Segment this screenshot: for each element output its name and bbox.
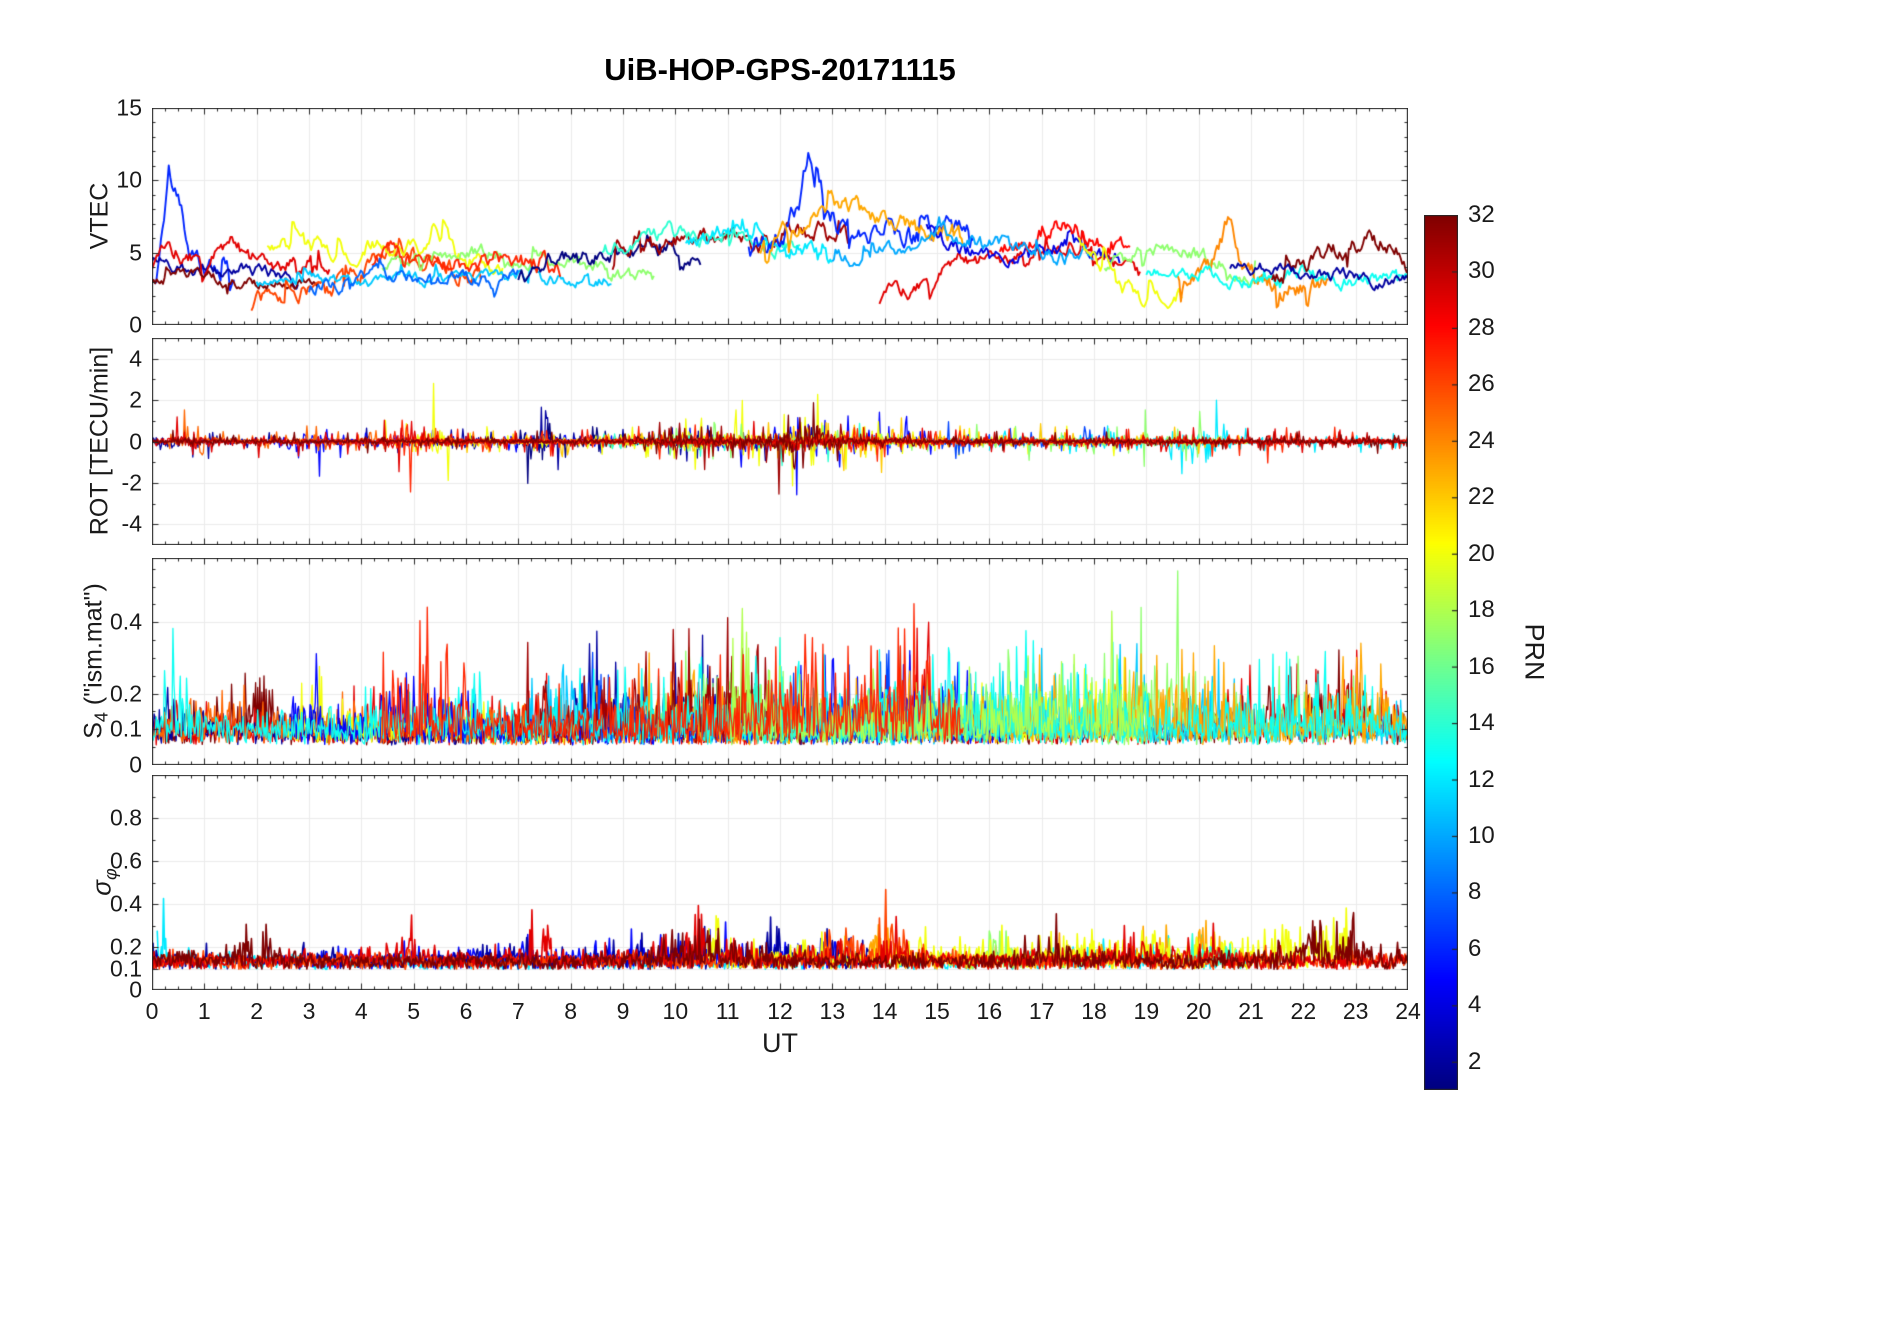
x-tick-label: 24 bbox=[1395, 998, 1421, 1024]
y-tick-label: 10 bbox=[116, 166, 142, 193]
colorbar-tick-label: 16 bbox=[1468, 652, 1495, 680]
y-tick-label: 0.8 bbox=[110, 804, 142, 831]
x-tick-label: 18 bbox=[1081, 998, 1107, 1024]
y-tick-label: 5 bbox=[129, 239, 142, 266]
x-tick-label: 15 bbox=[924, 998, 950, 1024]
x-tick-label: 17 bbox=[1028, 998, 1055, 1024]
y-tick-label: 0.1 bbox=[110, 715, 142, 742]
colorbar-tick-label: 28 bbox=[1468, 313, 1495, 341]
colorbar-tick-label: 24 bbox=[1468, 426, 1495, 454]
colorbar-tick-label: 10 bbox=[1468, 821, 1495, 849]
y-tick-label: 0 bbox=[129, 428, 142, 454]
y-tick-label: 0 bbox=[129, 976, 142, 1003]
x-tick-label: 3 bbox=[302, 998, 316, 1024]
colorbar-tick-label: 22 bbox=[1468, 483, 1495, 511]
prn-colorbar-canvas bbox=[1424, 215, 1458, 1090]
y-tick-label: 0.4 bbox=[110, 890, 142, 917]
x-tick-label: 8 bbox=[564, 998, 578, 1024]
x-tick-label: 5 bbox=[407, 998, 421, 1024]
y-tick-label: 15 bbox=[116, 94, 142, 121]
x-tick-label: 22 bbox=[1290, 998, 1317, 1024]
y-tick-label: 0 bbox=[129, 751, 142, 778]
chart-title: UiB-HOP-GPS-20171115 bbox=[604, 52, 956, 87]
x-tick-label: 0 bbox=[145, 998, 159, 1024]
colorbar-tick-label: 26 bbox=[1468, 370, 1495, 398]
x-tick-label: 6 bbox=[459, 998, 473, 1024]
y-tick-label: 0.1 bbox=[110, 955, 142, 981]
x-tick-label: 12 bbox=[767, 998, 793, 1024]
x-tick-label: 10 bbox=[662, 998, 689, 1024]
y-tick-label: 0.4 bbox=[110, 608, 142, 635]
y-tick-label: 4 bbox=[129, 345, 142, 372]
x-tick-label: 7 bbox=[511, 998, 525, 1024]
y-tick-label: 0 bbox=[129, 311, 142, 338]
colorbar-tick-label: 2 bbox=[1468, 1047, 1482, 1075]
y-tick-label: 2 bbox=[129, 386, 142, 413]
y-tick-label: 0.2 bbox=[110, 680, 142, 707]
x-tick-label: 21 bbox=[1238, 998, 1264, 1024]
y-tick-label: 0.2 bbox=[110, 933, 142, 960]
colorbar-label: PRN bbox=[1519, 623, 1550, 681]
x-tick-label: 4 bbox=[354, 998, 368, 1024]
colorbar-tick-label: 18 bbox=[1468, 596, 1495, 624]
x-axis-label: UT bbox=[762, 1028, 798, 1058]
sigma-phi-plot-canvas bbox=[152, 775, 1408, 990]
colorbar-tick-label: 20 bbox=[1468, 539, 1495, 567]
x-tick-label: 19 bbox=[1133, 998, 1160, 1024]
x-tick-label: 14 bbox=[871, 998, 898, 1024]
x-tick-label: 16 bbox=[976, 998, 1003, 1024]
colorbar-tick-label: 30 bbox=[1468, 257, 1495, 285]
vtec-plot-canvas bbox=[152, 108, 1408, 325]
x-tick-label: 2 bbox=[250, 998, 264, 1024]
colorbar-tick-label: 4 bbox=[1468, 991, 1482, 1019]
x-tick-label: 9 bbox=[616, 998, 630, 1024]
colorbar-tick-label: 14 bbox=[1468, 709, 1495, 737]
x-tick-label: 1 bbox=[197, 998, 211, 1024]
y-tick-label: -2 bbox=[121, 469, 142, 496]
colorbar-tick-label: 12 bbox=[1468, 765, 1495, 793]
colorbar-tick-label: 8 bbox=[1468, 878, 1482, 906]
x-tick-label: 20 bbox=[1185, 998, 1212, 1024]
x-tick-label: 13 bbox=[819, 998, 846, 1024]
y-tick-label: -4 bbox=[121, 510, 142, 537]
colorbar-tick-label: 32 bbox=[1468, 201, 1495, 228]
rot-plot-canvas bbox=[152, 338, 1408, 545]
colorbar-tick-label: 6 bbox=[1468, 934, 1482, 962]
x-tick-label: 11 bbox=[715, 998, 740, 1024]
x-tick-label: 23 bbox=[1342, 998, 1369, 1024]
y-tick-label: 0.6 bbox=[110, 847, 142, 874]
s4-plot-canvas bbox=[152, 558, 1408, 765]
